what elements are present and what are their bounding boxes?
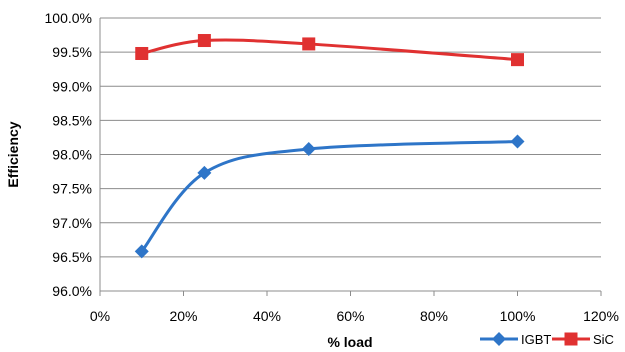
- y-tick-label: 100.0%: [45, 10, 92, 26]
- legend-label: SiC: [593, 332, 614, 347]
- grid-lines: [100, 17, 601, 258]
- data-point-sic: [135, 46, 149, 60]
- y-axis-title: Efficiency: [5, 121, 21, 187]
- x-tick-label: 40%: [253, 308, 281, 324]
- y-tick-label: 96.5%: [52, 249, 92, 265]
- legend-marker-sic: [564, 332, 578, 346]
- legend-item-sic: SiC: [552, 332, 614, 347]
- series-igbt: [134, 134, 525, 259]
- y-tick-label: 97.0%: [52, 215, 92, 231]
- axes: [99, 18, 602, 296]
- y-tick-label: 96.0%: [52, 283, 92, 299]
- x-tick-label: 100%: [500, 308, 536, 324]
- y-tick-label: 98.5%: [52, 112, 92, 128]
- data-point-sic: [302, 37, 316, 51]
- series-line-sic: [141, 38, 518, 62]
- data-point-igbt: [197, 165, 212, 180]
- y-tick-label: 97.5%: [52, 181, 92, 197]
- y-tick-label: 98.0%: [52, 147, 92, 163]
- data-point-igbt: [510, 134, 525, 149]
- series-group: [134, 34, 525, 259]
- x-tick-label: 0%: [90, 308, 110, 324]
- series-line-igbt: [140, 140, 518, 253]
- series-sic: [135, 34, 524, 67]
- y-tick-labels: 96.0% 96.5% 97.0% 97.5% 98.0% 98.5% 99.0% 99.5%…: [45, 10, 92, 299]
- legend-label: IGBT: [521, 332, 551, 347]
- data-point-sic: [511, 53, 524, 67]
- x-tick-labels: 0% 20% 40% 60% 80% 100% 120%: [90, 308, 619, 324]
- x-tick-label: 120%: [583, 308, 619, 324]
- x-axis-title: % load: [327, 334, 372, 350]
- data-point-sic: [197, 34, 211, 48]
- x-tick-label: 60%: [336, 308, 364, 324]
- legend-item-igbt: IGBT: [480, 332, 551, 347]
- x-tick-label: 20%: [169, 308, 197, 324]
- data-point-igbt: [134, 244, 149, 259]
- y-tick-label: 99.5%: [52, 44, 92, 60]
- x-tick-label: 80%: [420, 308, 448, 324]
- legend: IGBT SiC: [480, 332, 614, 347]
- data-point-igbt: [301, 142, 316, 157]
- legend-marker-igbt: [492, 332, 506, 346]
- y-tick-label: 99.0%: [52, 78, 92, 94]
